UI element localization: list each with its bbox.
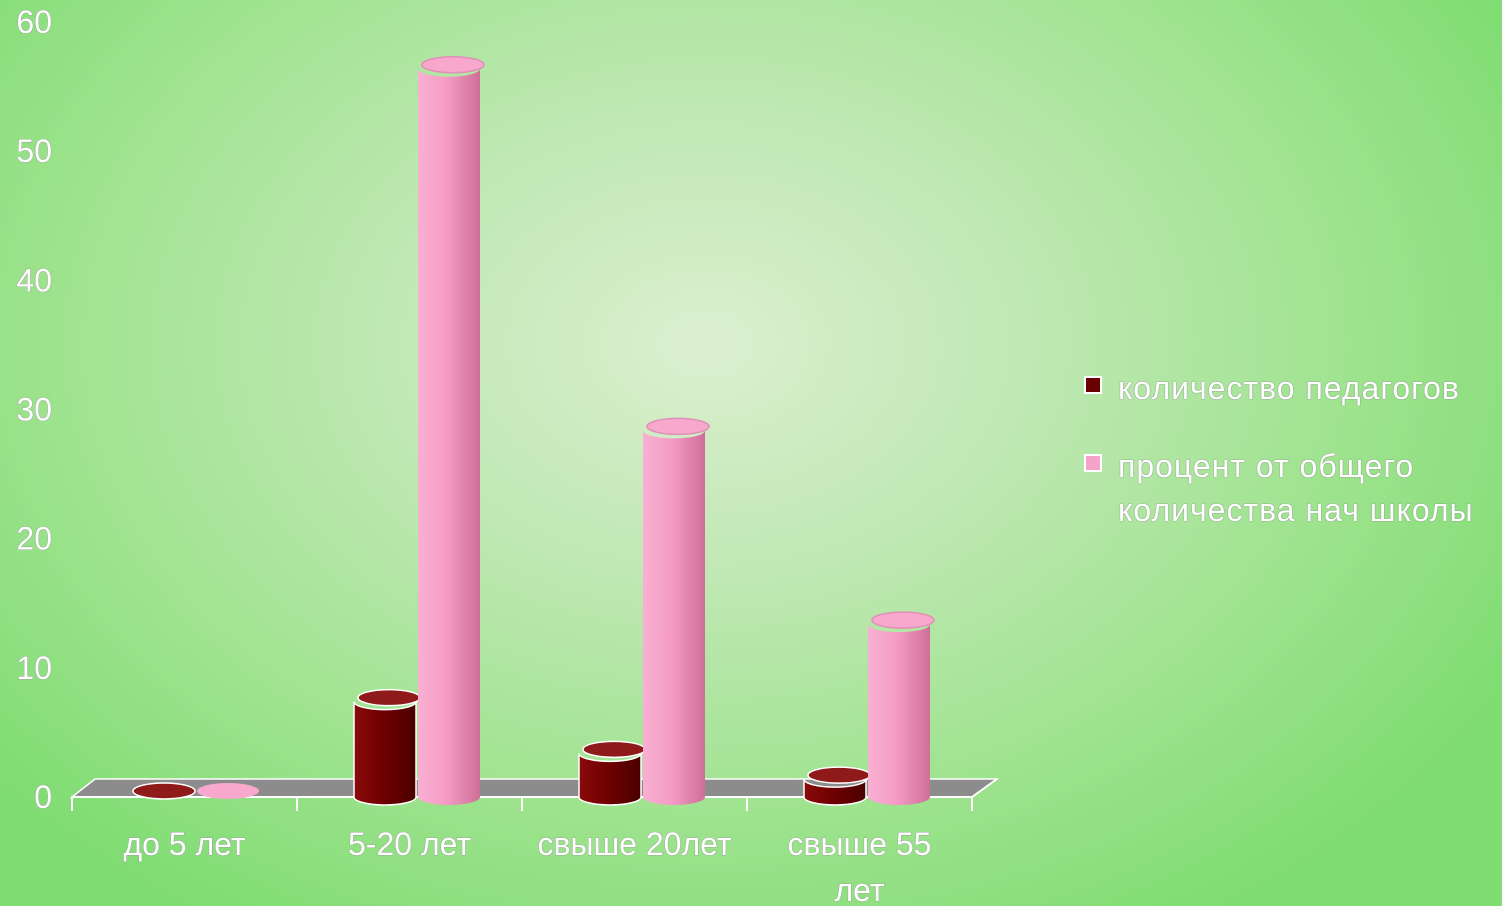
x-axis: до 5 лет 5-20 лет свыше 20лет свыше 55 лет	[71, 797, 973, 906]
bar-teachers	[578, 740, 646, 806]
bar-body	[353, 701, 417, 806]
bar-top-cap	[646, 417, 710, 436]
bar-body	[868, 624, 930, 805]
y-tick-label: 40	[16, 262, 52, 298]
bar-top-cap	[807, 766, 871, 784]
legend-swatch-teachers	[1084, 376, 1102, 394]
y-tick-label: 50	[16, 133, 52, 169]
legend-label-percent: процент от общего количества нач школы	[1118, 448, 1474, 528]
bar-teachers	[353, 688, 421, 806]
x-category-label: свыше 55 лет	[788, 826, 932, 906]
bar-top-cap	[582, 740, 646, 759]
bars	[132, 56, 935, 806]
legend-label-teachers: количество педагогов	[1118, 370, 1460, 406]
y-tick-label: 30	[16, 392, 52, 428]
bar-body	[643, 430, 705, 805]
bar-body	[803, 778, 867, 806]
bar-zero-cap	[197, 783, 259, 799]
legend-swatch-percent	[1084, 454, 1102, 472]
x-category-label: до 5 лет	[123, 826, 245, 862]
legend-item-teachers: количество педагогов	[1084, 366, 1502, 410]
bar-top-cap	[357, 688, 421, 707]
y-tick-label: 20	[16, 521, 52, 557]
bar-percent	[868, 611, 935, 805]
bar-percent	[418, 56, 485, 805]
bar-teachers	[132, 782, 196, 800]
bar-zero-cap	[132, 782, 196, 800]
legend-item-percent: процент от общего количества нач школы	[1084, 444, 1502, 532]
legend: количество педагогов процент от общего к…	[1084, 366, 1502, 566]
y-tick-label: 0	[34, 779, 52, 815]
bar-body	[418, 68, 480, 805]
bar-percent	[643, 417, 710, 805]
bar-percent	[197, 783, 259, 799]
floor-right-edge	[971, 778, 998, 798]
bar-body	[578, 753, 642, 806]
x-category-label: свыше 20лет	[537, 826, 731, 862]
bar-top-cap	[871, 611, 935, 629]
y-tick-label: 10	[16, 650, 52, 686]
x-category-label: 5-20 лет	[348, 826, 471, 862]
y-tick-label: 60	[16, 4, 52, 40]
y-axis: 0 10 20 30 40 50 60	[16, 4, 52, 816]
bar-top-cap	[421, 56, 485, 74]
